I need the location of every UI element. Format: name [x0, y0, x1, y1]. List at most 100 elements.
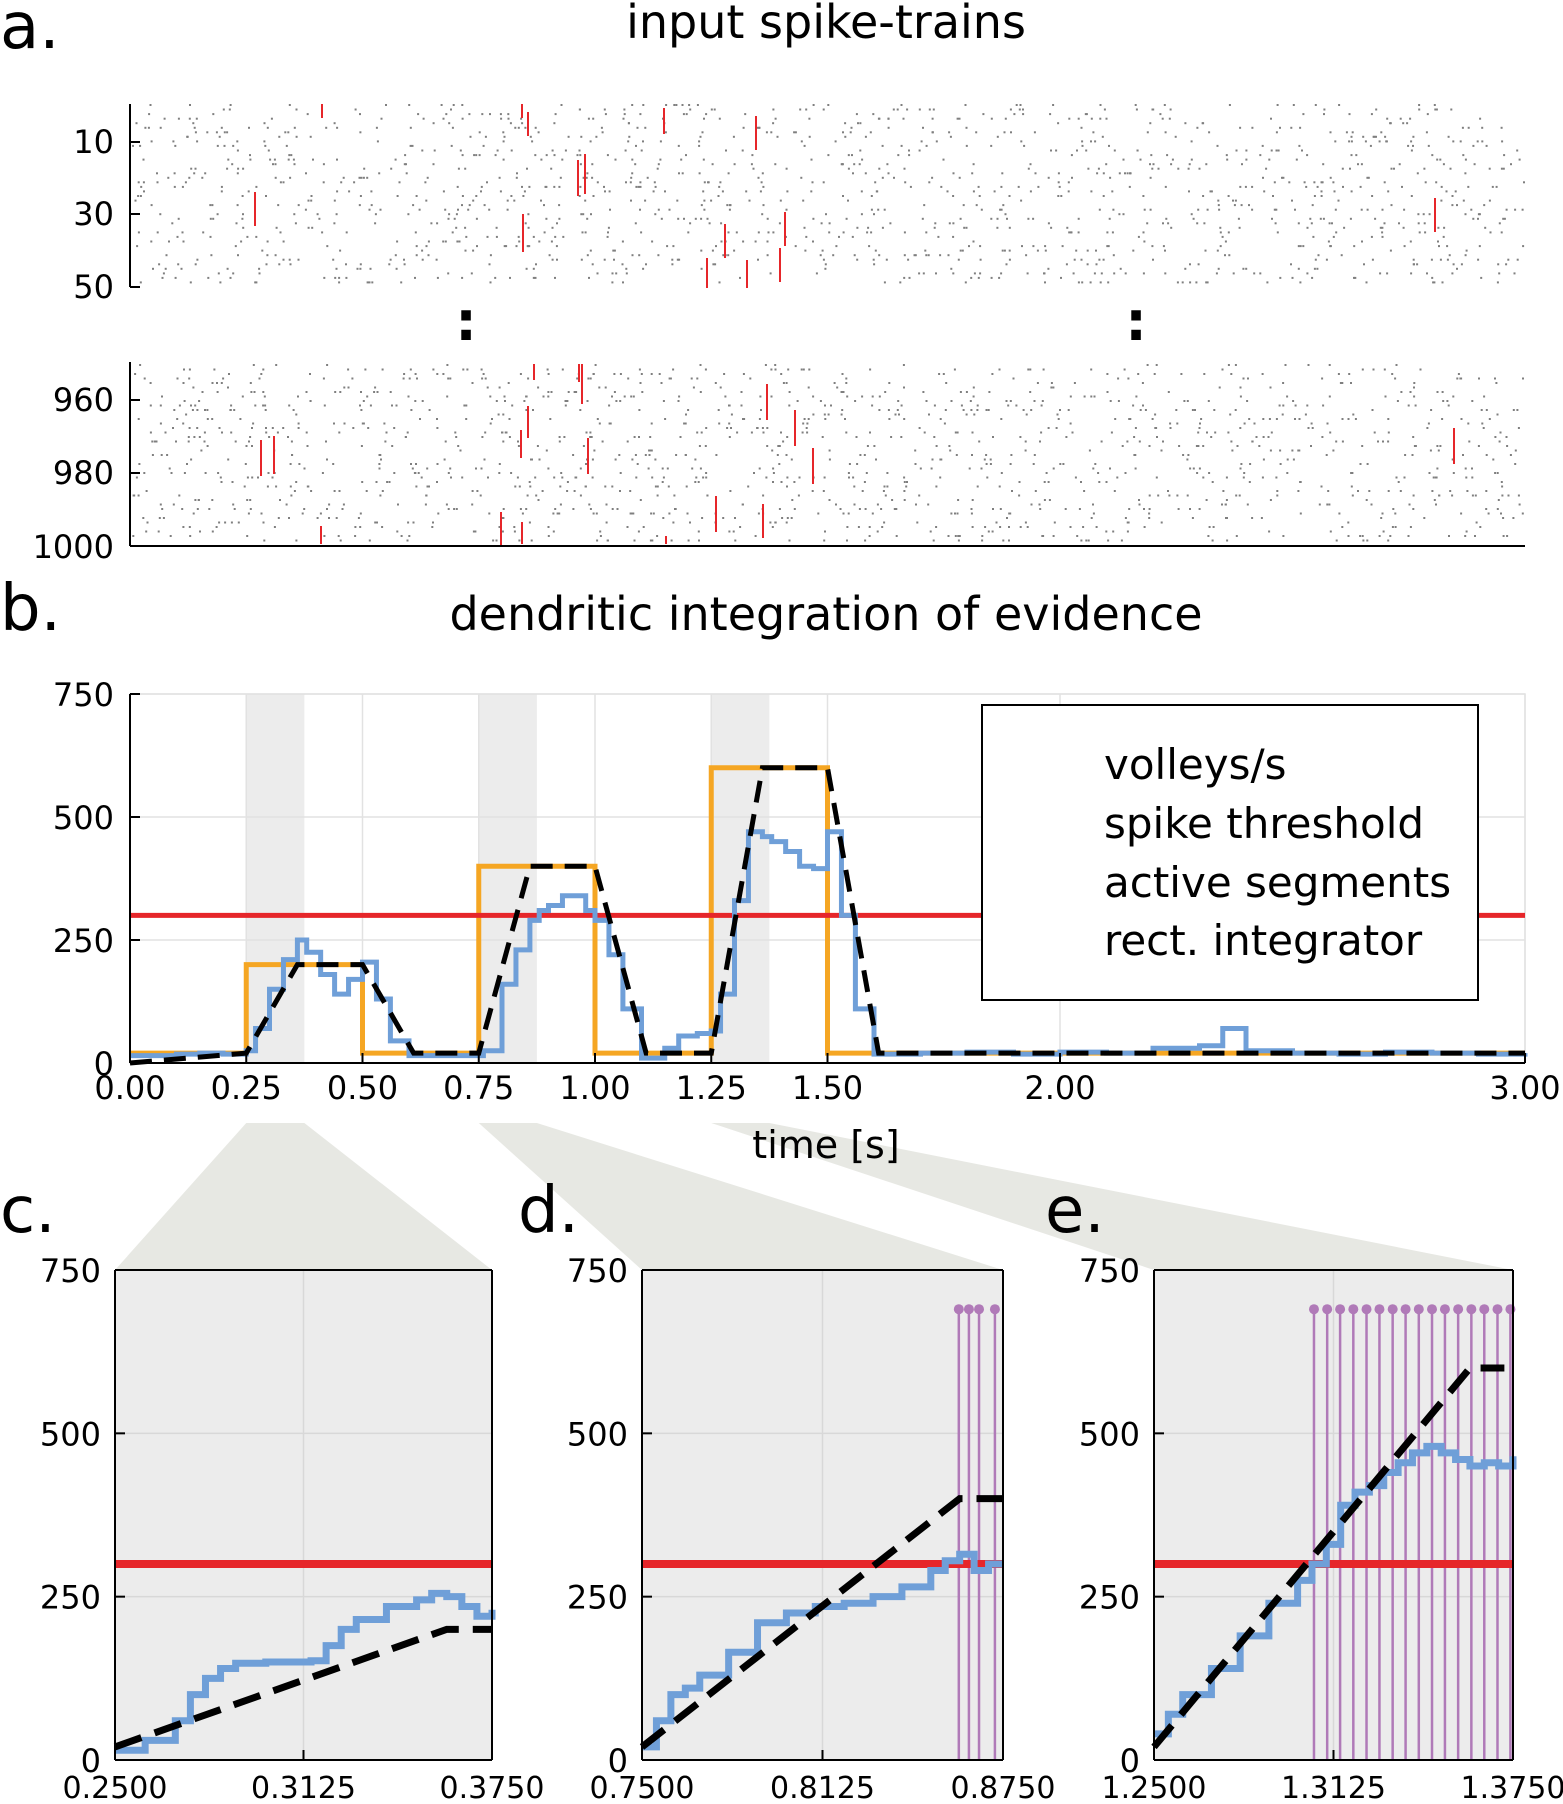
- spike-dot: [547, 526, 550, 528]
- spike-dot: [1152, 163, 1155, 166]
- spike-dot: [1431, 154, 1434, 157]
- spike-dot: [1134, 427, 1137, 429]
- spike-dot: [1146, 131, 1149, 134]
- spike-dot: [393, 427, 396, 429]
- spike-dot: [1412, 144, 1414, 147]
- spike-dot: [671, 263, 674, 266]
- spike-dot: [970, 409, 973, 411]
- spike-dot: [218, 135, 221, 138]
- series-integrator: [1151, 1364, 1505, 1750]
- spike-dot: [1004, 213, 1007, 216]
- spike-dot: [194, 499, 197, 501]
- spike-dot: [766, 217, 769, 220]
- spike-dot: [1032, 463, 1035, 465]
- spike-dot: [977, 185, 980, 188]
- spike-dot: [396, 195, 399, 197]
- spike-dot: [1351, 494, 1354, 497]
- spike-dot: [770, 395, 773, 398]
- spike-dot: [1127, 377, 1130, 380]
- spike-dot: [699, 467, 702, 470]
- spike-dot: [1464, 213, 1467, 216]
- spike-dot: [251, 476, 254, 479]
- spike-dot: [1364, 140, 1367, 143]
- spike-dot: [842, 131, 844, 134]
- spike-dot: [873, 213, 875, 216]
- spike-dot: [1030, 503, 1033, 506]
- spike-dot: [774, 163, 777, 166]
- spike-dot: [581, 231, 584, 234]
- spike-dot: [679, 436, 682, 438]
- spike-dot: [1518, 503, 1521, 506]
- spike-dot: [666, 467, 669, 470]
- spike-dot: [1366, 539, 1369, 542]
- spike-dot: [935, 445, 938, 447]
- spike-dot: [288, 104, 291, 106]
- spike-dot: [167, 176, 170, 179]
- spike-dot: [388, 263, 391, 266]
- spike-dot: [480, 185, 483, 188]
- spike-dot: [606, 235, 609, 238]
- spike-dot: [1304, 413, 1307, 416]
- spike-dot: [1417, 213, 1420, 216]
- spike-dot: [931, 458, 934, 461]
- spike-dot: [886, 472, 889, 474]
- spike-dot: [634, 163, 637, 166]
- spike-dot: [1155, 364, 1158, 366]
- spike-dot: [503, 135, 506, 138]
- spike-dot: [295, 481, 298, 483]
- spike-dot: [461, 154, 464, 157]
- spike-dot: [1224, 503, 1227, 506]
- spike-dot: [506, 199, 509, 202]
- spike-dot: [668, 377, 671, 380]
- spike-dot: [1026, 272, 1029, 275]
- spike-dot: [161, 508, 164, 510]
- spike-dot: [204, 472, 207, 474]
- spike-dot: [857, 526, 860, 528]
- spike-dot: [410, 463, 412, 465]
- spike-dot: [1066, 226, 1069, 229]
- spike-dot: [233, 409, 236, 411]
- spike-dot: [362, 176, 365, 179]
- spike-dot: [260, 373, 263, 375]
- spike-dot: [1380, 131, 1383, 134]
- spike-dot: [654, 458, 657, 461]
- spike-dot: [566, 400, 569, 402]
- spike-dot: [282, 181, 285, 184]
- spike-dot: [213, 368, 216, 371]
- spike-dot: [878, 167, 881, 170]
- y-tick-label: 0: [1120, 1742, 1140, 1780]
- spike-dot: [456, 185, 459, 188]
- spike-dot: [1092, 467, 1095, 470]
- spike-dot: [282, 427, 285, 429]
- spike-dot: [1092, 131, 1095, 134]
- spike-dot: [1355, 154, 1358, 157]
- spike-dot: [413, 472, 416, 474]
- spike-dot: [1123, 368, 1126, 371]
- spike-dot: [415, 195, 418, 197]
- spike-dot: [525, 395, 528, 398]
- spike-dot: [1500, 481, 1503, 483]
- x-tick-label: 0.8750: [951, 1771, 1056, 1804]
- spike-dot: [1166, 154, 1169, 157]
- spike-dot: [198, 436, 201, 438]
- spike-dot: [1276, 490, 1279, 492]
- spike-dot: [782, 440, 785, 443]
- spike-dot: [215, 131, 218, 134]
- spike-dot: [759, 190, 762, 193]
- spike-dot: [566, 481, 569, 483]
- spike-dot: [297, 204, 300, 207]
- spike-dot: [1085, 149, 1088, 152]
- spike-dot: [1027, 167, 1030, 170]
- spike-dot: [846, 539, 848, 542]
- spike-dot: [491, 418, 493, 420]
- spike-dot: [1361, 240, 1363, 243]
- spike-dot: [333, 222, 336, 225]
- spike-dot: [1262, 418, 1265, 420]
- spike-dot: [1227, 431, 1230, 434]
- spike-dot: [950, 400, 953, 402]
- spike-dot: [1301, 149, 1303, 152]
- spike-dot: [1060, 276, 1062, 279]
- spike-dot: [347, 386, 350, 389]
- spike-dot: [782, 382, 785, 384]
- spike-dot: [1413, 386, 1415, 389]
